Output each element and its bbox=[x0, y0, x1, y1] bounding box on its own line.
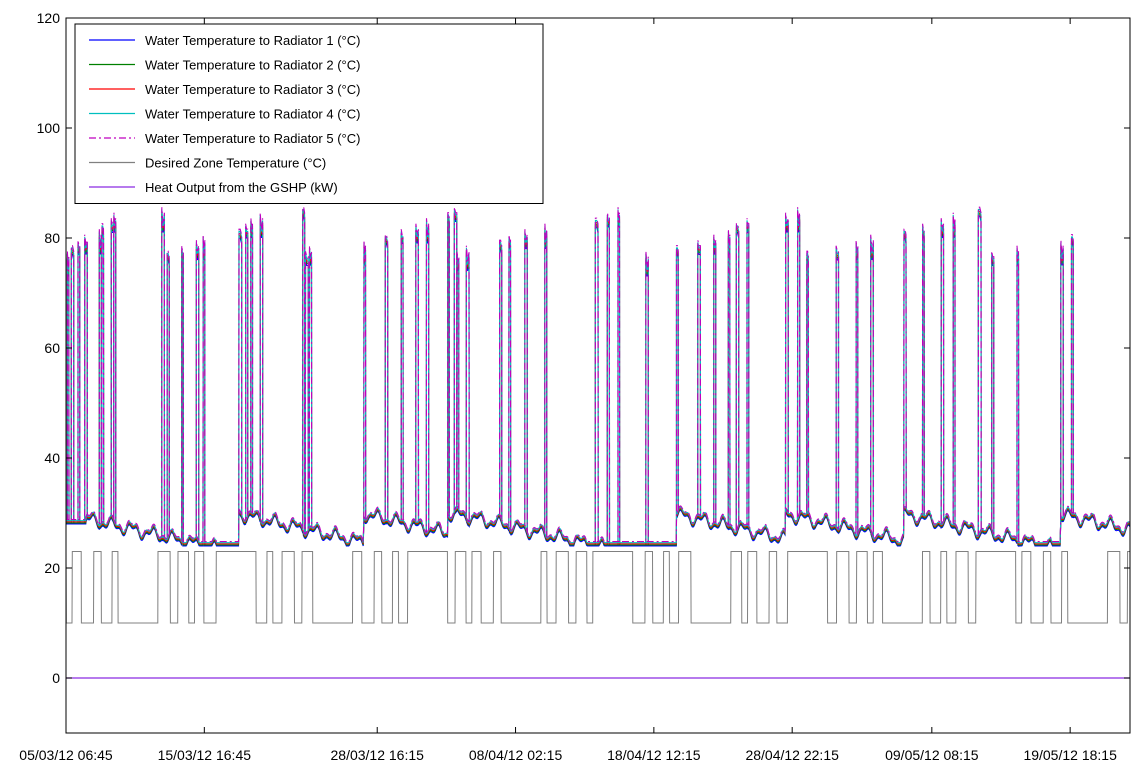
x-tick-label: 05/03/12 06:45 bbox=[19, 747, 113, 763]
plot-frame bbox=[65, 17, 1131, 734]
y-tick-label: 60 bbox=[44, 340, 60, 356]
x-tick-label: 09/05/12 08:15 bbox=[885, 747, 979, 763]
legend-entry: Water Temperature to Radiator 3 (°C) bbox=[145, 82, 360, 97]
series-line-desired-zone-temperature bbox=[66, 551, 1130, 624]
legend-entry: Water Temperature to Radiator 1 (°C) bbox=[145, 33, 360, 48]
legend-entry: Water Temperature to Radiator 5 (°C) bbox=[145, 131, 360, 146]
x-tick-label: 15/03/12 16:45 bbox=[158, 747, 252, 763]
y-tick-label: 0 bbox=[52, 670, 60, 686]
y-tick-label: 40 bbox=[44, 450, 60, 466]
plot-area bbox=[66, 206, 1130, 679]
x-tick-label: 18/04/12 12:15 bbox=[607, 747, 701, 763]
legend-entry: Water Temperature to Radiator 2 (°C) bbox=[145, 58, 360, 73]
y-tick-label: 20 bbox=[44, 560, 60, 576]
x-tick-label: 28/03/12 16:15 bbox=[331, 747, 425, 763]
legend-entry: Heat Output from the GSHP (kW) bbox=[145, 180, 338, 195]
y-tick-label: 100 bbox=[37, 120, 61, 136]
legend-entry: Desired Zone Temperature (°C) bbox=[145, 156, 326, 171]
x-tick-label: 19/05/12 18:15 bbox=[1023, 747, 1117, 763]
series-line-radiator-4 bbox=[66, 208, 1130, 544]
x-tick-label: 28/04/12 22:15 bbox=[745, 747, 839, 763]
series-line-radiator-5 bbox=[66, 206, 1130, 543]
x-tick-label: 08/04/12 02:15 bbox=[469, 747, 563, 763]
legend-box bbox=[74, 23, 544, 204]
legend-entry: Water Temperature to Radiator 4 (°C) bbox=[145, 107, 360, 122]
y-tick-label: 80 bbox=[44, 230, 60, 246]
y-tick-label: 120 bbox=[37, 10, 61, 26]
